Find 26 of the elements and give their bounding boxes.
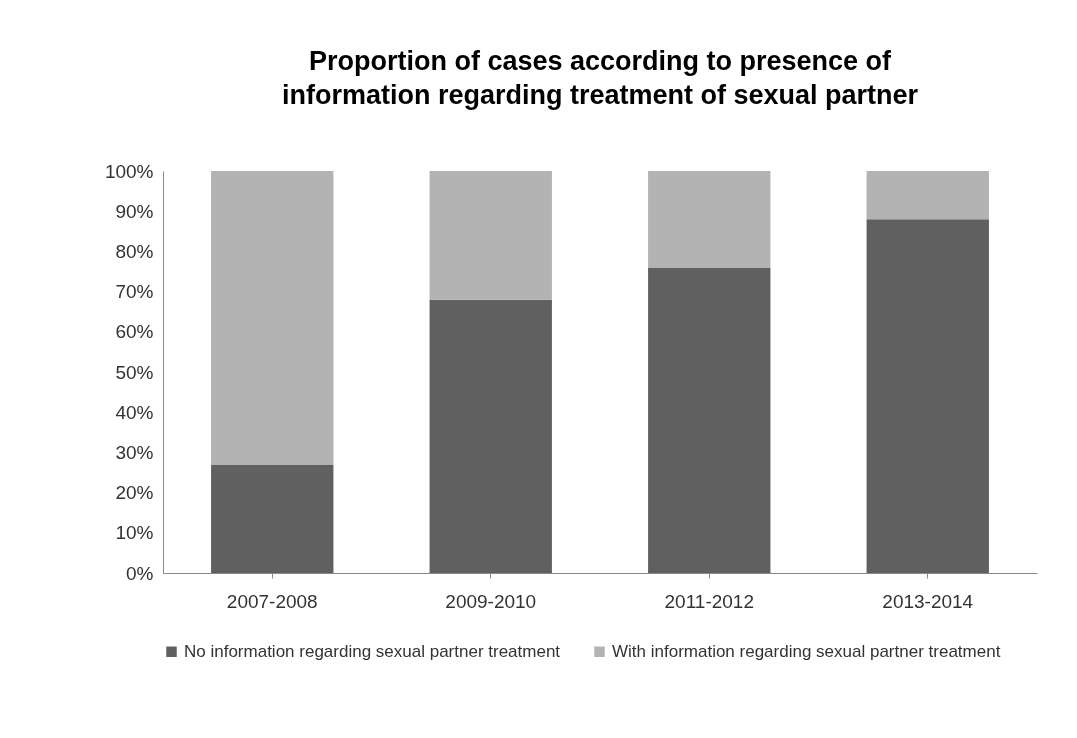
x-tick-label: 2007-2008: [226, 590, 318, 612]
legend-label: With information regarding sexual partner treatment: [612, 641, 1001, 661]
y-tick-label: 10%: [115, 522, 154, 544]
bar: [211, 171, 334, 465]
y-tick-label: 0%: [126, 562, 154, 584]
y-tick-label: 90%: [115, 200, 154, 222]
bar: [429, 299, 552, 573]
y-tick-label: 50%: [115, 361, 154, 383]
y-tick-label: 60%: [115, 321, 154, 343]
y-tick-label: 100%: [104, 160, 154, 182]
bar: [648, 267, 771, 573]
y-tick-label: 70%: [115, 281, 154, 303]
y-tick-label: 20%: [115, 482, 154, 504]
bar: [211, 464, 334, 573]
bar: [429, 171, 552, 300]
bar: [866, 171, 989, 220]
y-tick-label: 40%: [115, 401, 154, 423]
bar: [866, 219, 989, 573]
bar: [648, 171, 771, 268]
y-tick-label: 30%: [115, 441, 154, 463]
legend-label: No information regarding sexual partner treatment: [184, 641, 561, 661]
x-tick-label: 2013-2014: [882, 590, 974, 612]
x-tick-label: 2009-2010: [445, 590, 537, 612]
chart-title: Proportion of cases according to presence of information regarding treatment of sexual partner: [281, 46, 919, 110]
y-tick-label: 80%: [115, 240, 154, 262]
x-tick-label: 2011-2012: [664, 590, 754, 612]
